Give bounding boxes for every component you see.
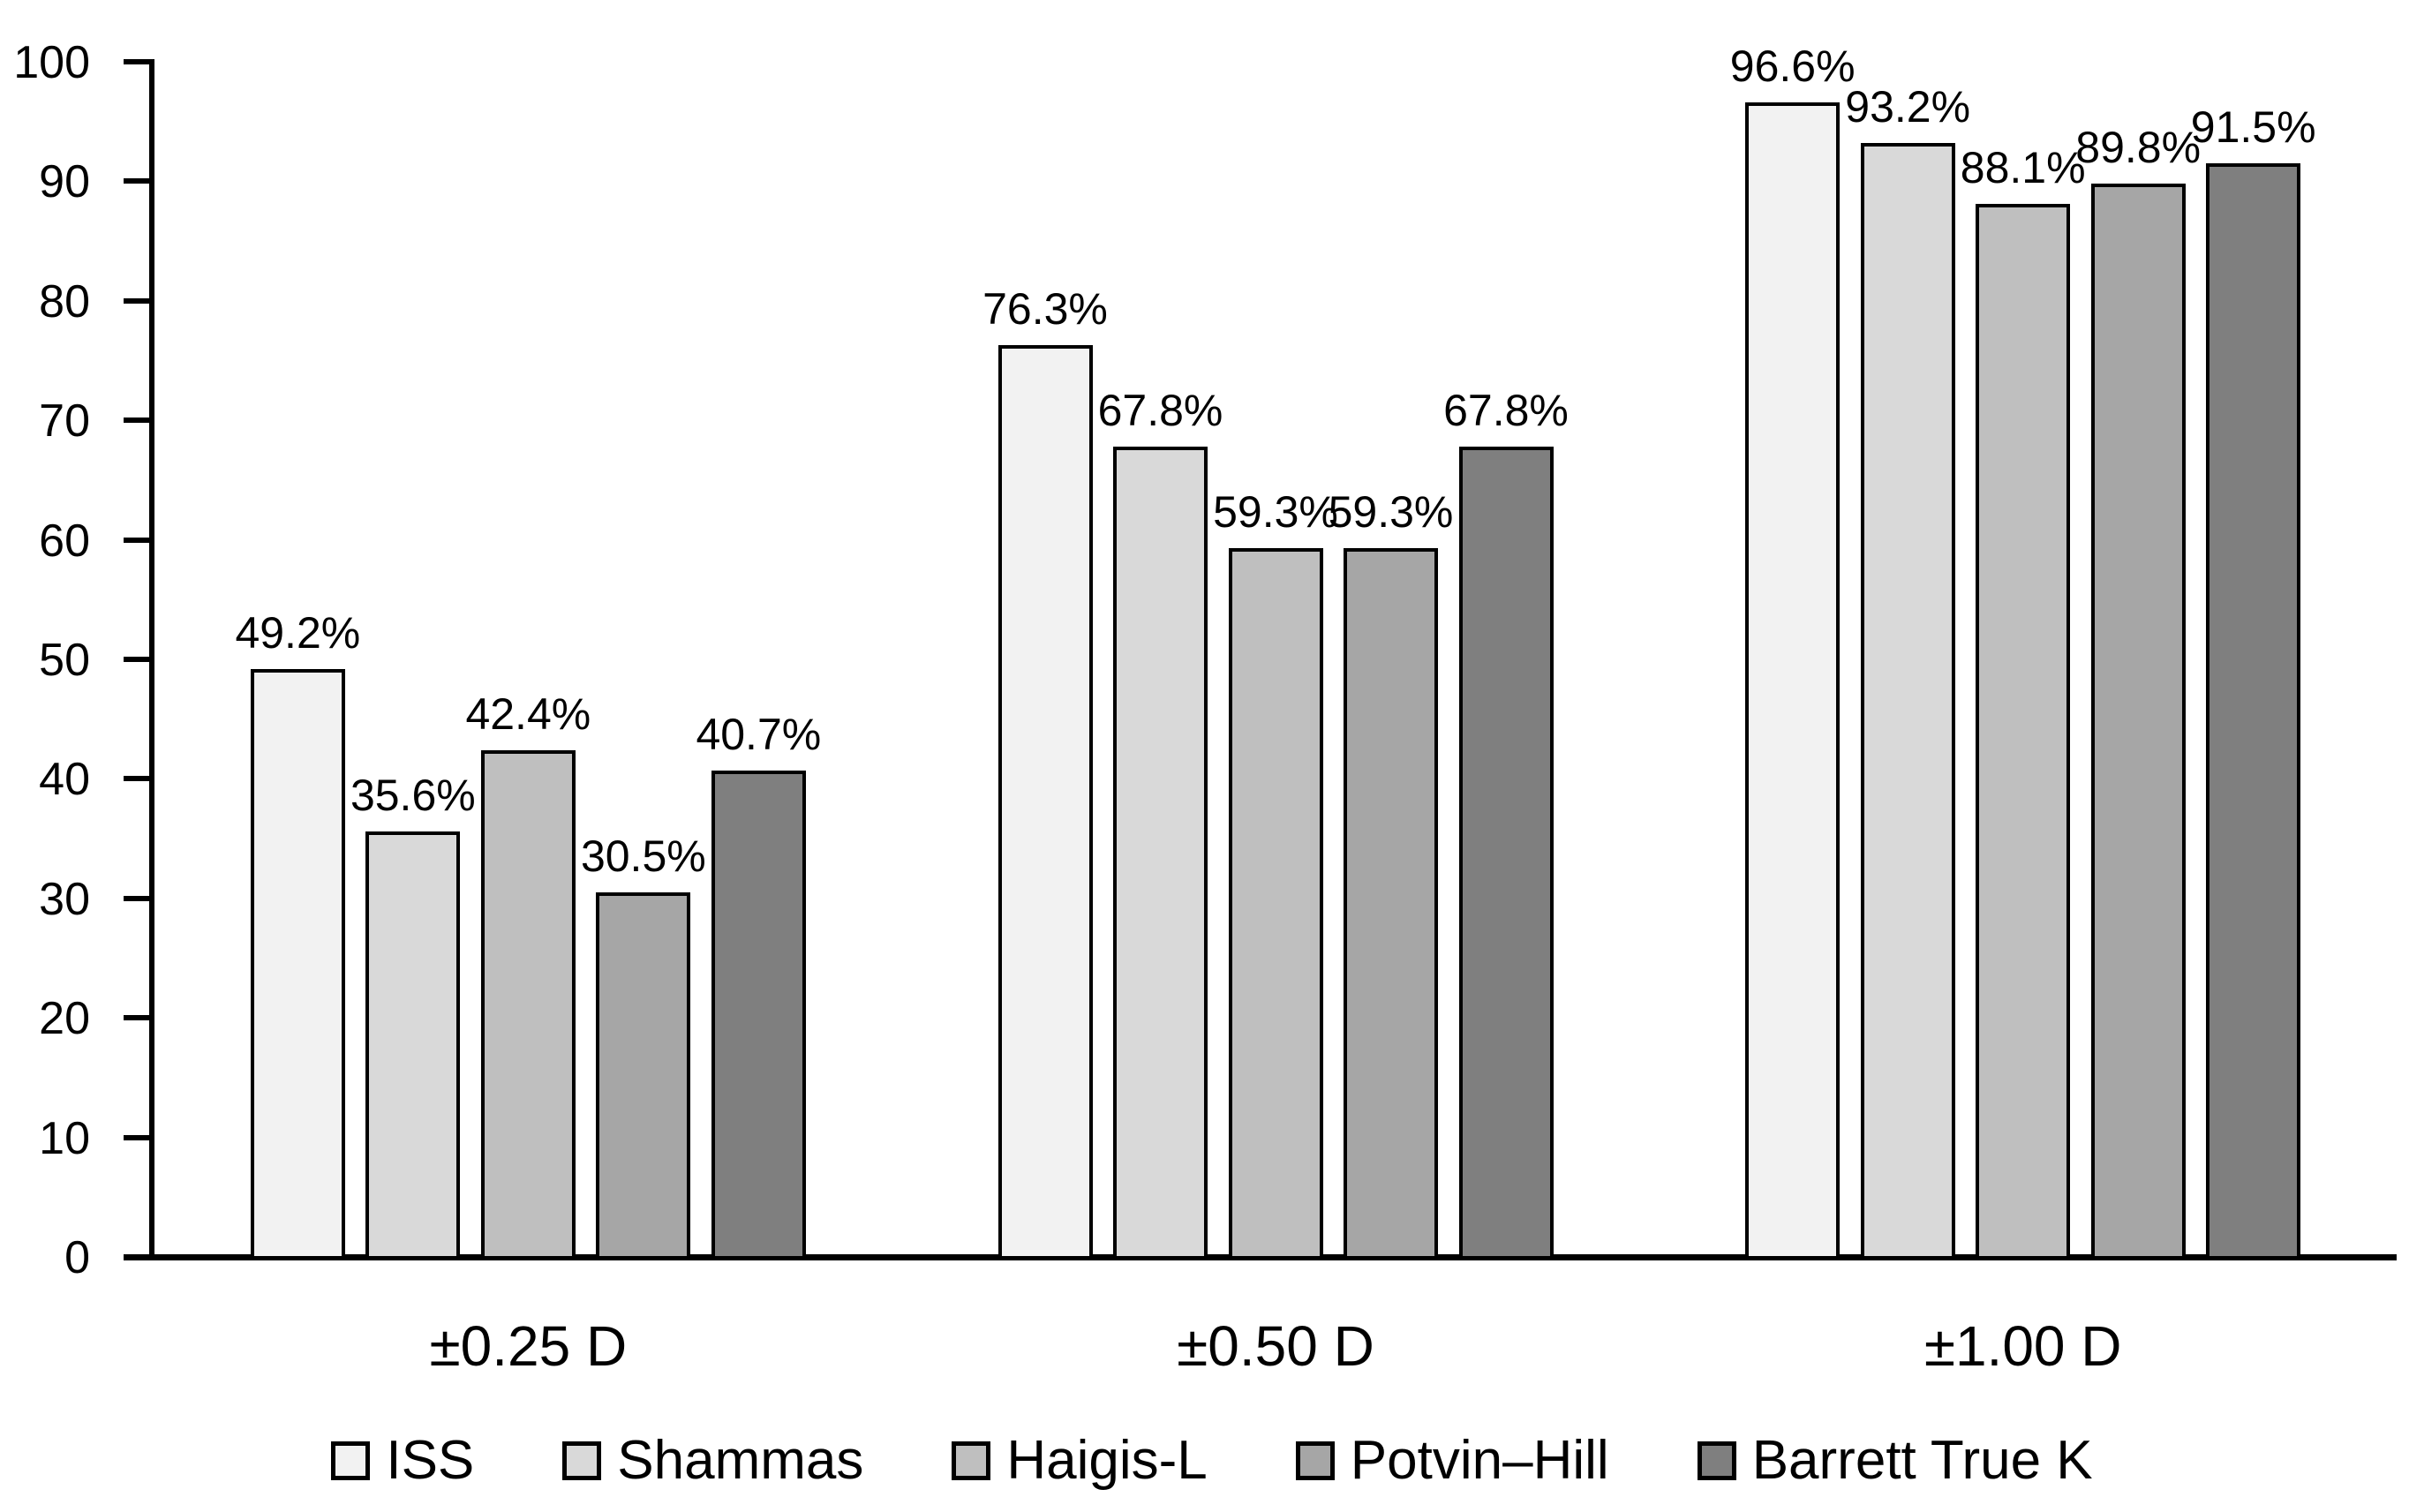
y-axis-tick-label: 20	[39, 993, 90, 1045]
y-axis-tick-label: 90	[39, 156, 90, 208]
y-axis-tick	[124, 59, 154, 64]
bar-potvin-hill	[596, 892, 691, 1260]
bar-potvin-hill	[1344, 548, 1438, 1260]
bar-potvin-hill	[2090, 184, 2186, 1260]
bar-value-label: 49.2%	[235, 607, 361, 658]
y-axis-tick-label: 10	[39, 1112, 90, 1164]
bar-value-label: 67.8%	[1443, 385, 1569, 435]
y-axis-tick-label: 40	[39, 754, 90, 806]
bar-value-label: 88.1%	[1960, 143, 2086, 193]
bar-shammas	[1113, 446, 1208, 1260]
y-axis-tick-label: 50	[39, 635, 90, 686]
bar-iss	[250, 668, 345, 1260]
legend-label: Shammas	[617, 1430, 864, 1491]
y-axis-tick	[124, 657, 154, 662]
y-axis-tick	[124, 178, 154, 184]
legend-swatch	[952, 1441, 991, 1480]
y-axis-tick	[124, 1015, 154, 1021]
y-axis-tick	[124, 1134, 154, 1140]
bar-haigis-l	[1228, 548, 1323, 1260]
bar-value-label: 93.2%	[1845, 82, 1971, 132]
y-axis-tick-label: 0	[64, 1232, 90, 1283]
bar-haigis-l	[480, 749, 576, 1260]
x-axis-category-label: ±0.25 D	[429, 1314, 628, 1378]
x-axis-category-label: ±0.50 D	[1177, 1314, 1374, 1378]
legend-swatch	[331, 1441, 371, 1480]
legend-label: Haigis-L	[1006, 1430, 1208, 1491]
bar-barrett-true-k	[1458, 446, 1554, 1260]
bar-value-label: 59.3%	[1213, 487, 1338, 538]
y-axis-tick	[124, 776, 154, 782]
bar-value-label: 35.6%	[350, 770, 476, 820]
y-axis-tick-label: 100	[13, 37, 90, 88]
bar-shammas	[365, 831, 461, 1260]
bar-value-label: 76.3%	[982, 283, 1108, 334]
bar-barrett-true-k	[2206, 163, 2301, 1260]
bar-iss	[1745, 102, 1841, 1260]
bar-value-label: 59.3%	[1328, 487, 1454, 538]
bar-value-label: 89.8%	[2075, 123, 2202, 173]
bar-value-label: 40.7%	[696, 709, 822, 759]
bar-value-label: 30.5%	[580, 831, 706, 882]
bar-value-label: 96.6%	[1729, 41, 1856, 92]
legend: ISS Shammas Haigis-L Potvin–Hill Barrett Tru…	[0, 1432, 2424, 1490]
y-axis-tick	[124, 537, 154, 543]
y-axis-tick	[124, 895, 154, 901]
legend-label: Potvin–Hill	[1350, 1430, 1609, 1491]
y-axis-tick-label: 60	[39, 515, 90, 567]
y-axis-tick	[124, 297, 154, 304]
legend-swatch	[1697, 1441, 1736, 1480]
y-axis-tick-label: 30	[39, 873, 90, 925]
legend-item: Potvin–Hill	[1295, 1430, 1609, 1491]
legend-swatch	[1295, 1441, 1335, 1480]
legend-item: Shammas	[562, 1432, 863, 1490]
bar-value-label: 91.5%	[2190, 102, 2316, 153]
bar-haigis-l	[1976, 204, 2071, 1260]
bar-iss	[997, 344, 1093, 1260]
bar-shammas	[1860, 143, 1955, 1260]
y-axis-tick-label: 80	[39, 275, 90, 327]
legend-item: Haigis-L	[952, 1430, 1208, 1491]
legend-label: ISS	[386, 1430, 475, 1491]
bar-value-label: 67.8%	[1097, 385, 1223, 435]
x-axis-category-label: ±1.00 D	[1923, 1314, 2122, 1378]
legend-item: Barrett True K	[1697, 1430, 2093, 1491]
legend-item: ISS	[331, 1432, 474, 1490]
y-axis-tick	[124, 417, 154, 424]
bar-value-label: 42.4%	[465, 688, 591, 739]
bar-barrett-true-k	[711, 770, 806, 1260]
legend-swatch	[562, 1441, 602, 1480]
y-axis-tick-label: 70	[39, 395, 90, 448]
legend-label: Barrett True K	[1751, 1430, 2093, 1491]
